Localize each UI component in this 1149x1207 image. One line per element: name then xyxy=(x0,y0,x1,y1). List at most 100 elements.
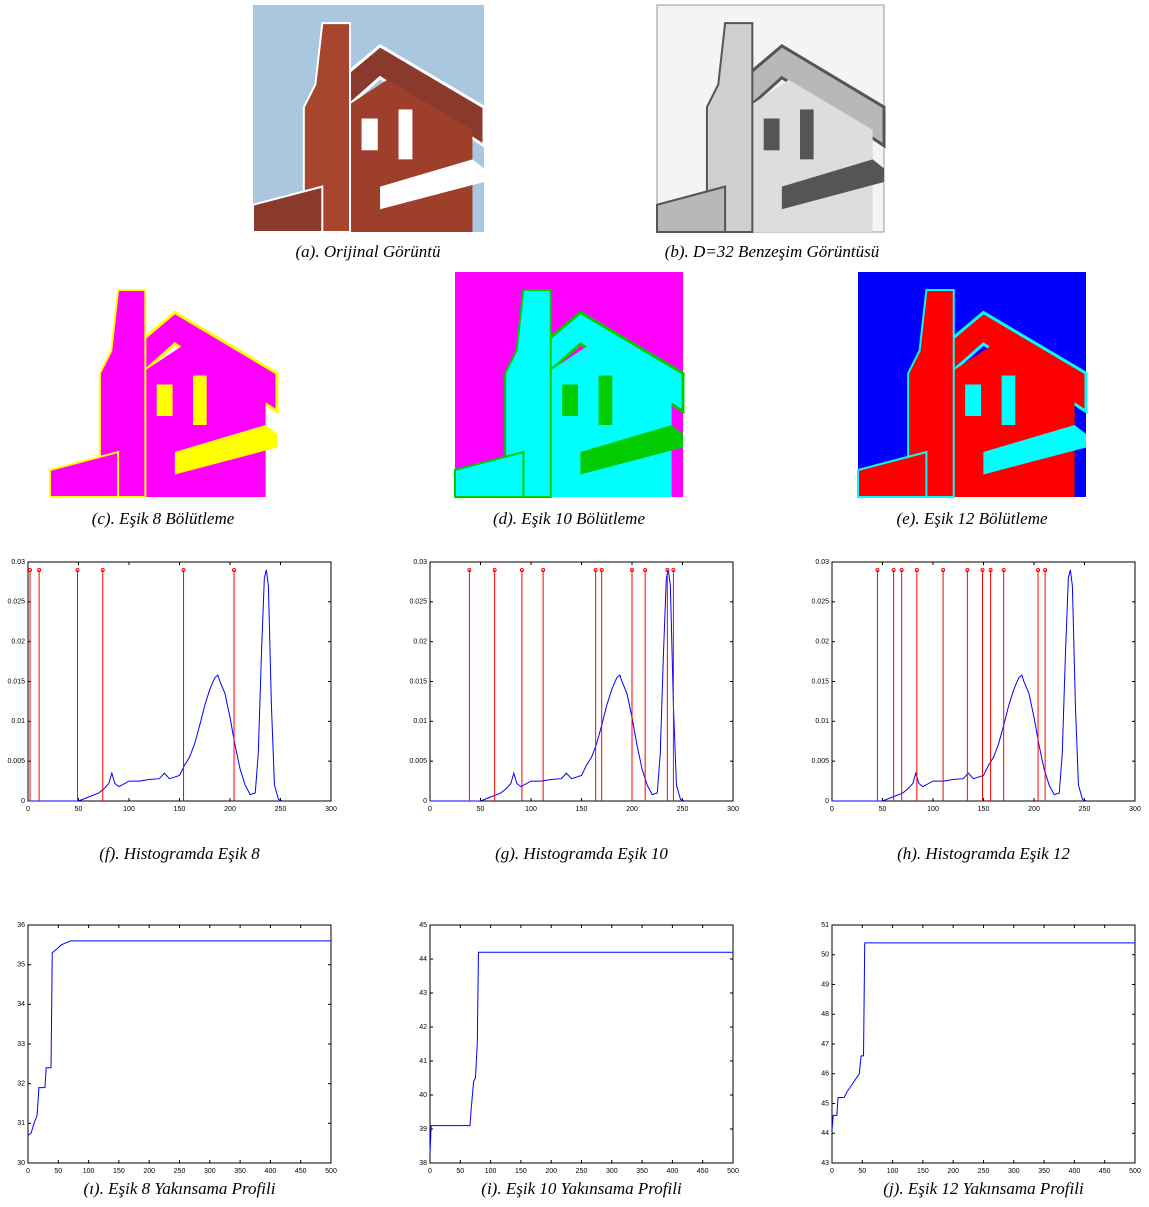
x-tick-label: 450 xyxy=(295,1168,307,1175)
x-tick-label: 200 xyxy=(545,1168,557,1175)
window xyxy=(599,376,613,426)
plot-frame xyxy=(430,562,733,801)
y-tick-label: 0.01 xyxy=(815,718,829,725)
y-tick-label: 40 xyxy=(419,1092,427,1099)
window xyxy=(965,385,981,417)
x-tick-label: 250 xyxy=(978,1168,990,1175)
y-tick-label: 0.005 xyxy=(409,758,427,765)
y-tick-label: 32 xyxy=(17,1081,25,1088)
window xyxy=(562,385,578,417)
y-tick-label: 0.025 xyxy=(409,599,427,606)
figure: (a). Orijinal Görüntü(b). D=32 Benzeşim … xyxy=(0,0,1149,1207)
x-tick-label: 500 xyxy=(727,1168,739,1175)
y-tick-label: 0.02 xyxy=(815,639,829,646)
x-tick-label: 100 xyxy=(525,806,537,813)
y-tick-label: 44 xyxy=(419,956,427,963)
y-tick-label: 43 xyxy=(821,1160,829,1167)
x-tick-label: 250 xyxy=(1079,806,1091,813)
y-tick-label: 0.025 xyxy=(7,599,25,606)
plot-frame xyxy=(28,562,331,801)
x-tick-label: 200 xyxy=(947,1168,959,1175)
x-tick-label: 0 xyxy=(830,806,834,813)
plot-frame xyxy=(832,925,1135,1163)
y-tick-label: 0.03 xyxy=(413,559,427,566)
caption: (h). Histogramda Eşik 12 xyxy=(897,844,1070,863)
y-tick-label: 33 xyxy=(17,1041,25,1048)
plot-frame xyxy=(28,925,331,1163)
x-tick-label: 350 xyxy=(1038,1168,1050,1175)
y-tick-label: 34 xyxy=(17,1001,25,1008)
x-tick-label: 200 xyxy=(1028,806,1040,813)
x-tick-label: 250 xyxy=(275,806,287,813)
y-tick-label: 0.015 xyxy=(409,678,427,685)
x-tick-label: 100 xyxy=(927,806,939,813)
y-tick-label: 30 xyxy=(17,1160,25,1167)
x-tick-label: 350 xyxy=(636,1168,648,1175)
image xyxy=(657,5,884,232)
x-tick-label: 100 xyxy=(485,1168,497,1175)
x-tick-label: 150 xyxy=(174,806,186,813)
y-tick-label: 0.01 xyxy=(413,718,427,725)
y-tick-label: 36 xyxy=(17,922,25,929)
x-tick-label: 400 xyxy=(265,1168,277,1175)
y-tick-label: 0.03 xyxy=(815,559,829,566)
caption: (b). D=32 Benzeşim Görüntüsü xyxy=(665,242,880,261)
window xyxy=(800,109,814,159)
y-tick-label: 0.02 xyxy=(413,639,427,646)
x-tick-label: 300 xyxy=(606,1168,618,1175)
y-tick-label: 44 xyxy=(821,1130,829,1137)
x-tick-label: 500 xyxy=(325,1168,337,1175)
window xyxy=(157,385,173,417)
x-tick-label: 350 xyxy=(234,1168,246,1175)
x-tick-label: 150 xyxy=(978,806,990,813)
x-tick-label: 150 xyxy=(576,806,588,813)
y-tick-label: 45 xyxy=(821,1100,829,1107)
x-tick-label: 300 xyxy=(1008,1168,1020,1175)
x-tick-label: 400 xyxy=(1069,1168,1081,1175)
image xyxy=(50,272,277,497)
x-tick-label: 450 xyxy=(1099,1168,1111,1175)
y-tick-label: 0.015 xyxy=(7,678,25,685)
x-tick-label: 300 xyxy=(727,806,739,813)
caption: (g). Histogramda Eşik 10 xyxy=(495,844,668,863)
y-tick-label: 38 xyxy=(419,1160,427,1167)
x-tick-label: 0 xyxy=(428,806,432,813)
x-tick-label: 100 xyxy=(887,1168,899,1175)
y-tick-label: 0.005 xyxy=(811,758,829,765)
window xyxy=(362,119,378,151)
x-tick-label: 50 xyxy=(456,1168,464,1175)
y-tick-label: 42 xyxy=(419,1024,427,1031)
x-tick-label: 300 xyxy=(325,806,337,813)
y-tick-label: 39 xyxy=(419,1126,427,1133)
x-tick-label: 250 xyxy=(576,1168,588,1175)
y-tick-label: 0.005 xyxy=(7,758,25,765)
x-tick-label: 200 xyxy=(143,1168,155,1175)
y-tick-label: 0.025 xyxy=(811,599,829,606)
y-tick-label: 0.03 xyxy=(11,559,25,566)
image xyxy=(253,5,484,232)
y-tick-label: 0 xyxy=(423,798,427,805)
x-tick-label: 0 xyxy=(830,1168,834,1175)
window xyxy=(1002,376,1016,426)
x-tick-label: 50 xyxy=(54,1168,62,1175)
caption: (c). Eşik 8 Bölütleme xyxy=(92,509,235,528)
y-tick-label: 45 xyxy=(419,922,427,929)
x-tick-label: 250 xyxy=(677,806,689,813)
x-tick-label: 50 xyxy=(477,806,485,813)
y-tick-label: 46 xyxy=(821,1071,829,1078)
image xyxy=(858,272,1086,497)
plot-frame xyxy=(430,925,733,1163)
y-tick-label: 48 xyxy=(821,1011,829,1018)
y-tick-label: 0.015 xyxy=(811,678,829,685)
y-tick-label: 51 xyxy=(821,922,829,929)
x-tick-label: 250 xyxy=(174,1168,186,1175)
caption: (i). Eşik 10 Yakınsama Profili xyxy=(481,1179,682,1198)
x-tick-label: 0 xyxy=(26,1168,30,1175)
y-tick-label: 35 xyxy=(17,962,25,969)
x-tick-label: 150 xyxy=(113,1168,125,1175)
caption: (f). Histogramda Eşik 8 xyxy=(99,844,260,863)
x-tick-label: 400 xyxy=(667,1168,679,1175)
y-tick-label: 47 xyxy=(821,1041,829,1048)
caption: (j). Eşik 12 Yakınsama Profili xyxy=(883,1179,1084,1198)
y-tick-label: 0.01 xyxy=(11,718,25,725)
